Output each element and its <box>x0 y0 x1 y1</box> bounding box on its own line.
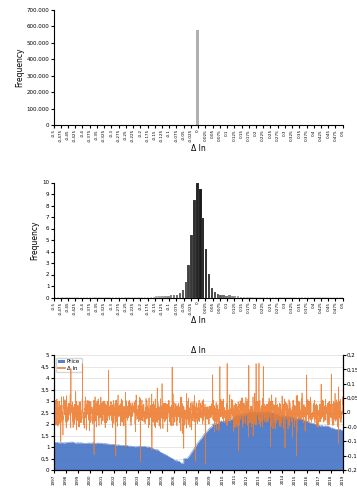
Bar <box>150 297 152 298</box>
Y-axis label: Frequency: Frequency <box>15 48 24 87</box>
Bar <box>213 292 216 298</box>
Bar <box>164 296 167 298</box>
Bar <box>234 296 236 298</box>
Bar <box>202 218 205 298</box>
Bar <box>190 236 193 298</box>
Bar <box>243 296 245 298</box>
Y-axis label: Frequency: Frequency <box>31 220 40 260</box>
Bar <box>228 296 231 298</box>
Bar <box>231 296 233 298</box>
Bar <box>170 295 172 298</box>
Bar <box>205 249 207 298</box>
Bar <box>220 295 222 298</box>
Bar <box>179 294 181 298</box>
Bar <box>237 296 239 298</box>
Bar <box>225 296 228 298</box>
Bar <box>159 296 161 298</box>
Bar <box>199 189 202 298</box>
Bar <box>156 296 158 298</box>
Bar <box>173 295 175 298</box>
X-axis label: Δ ln: Δ ln <box>191 144 206 153</box>
Bar <box>132 297 135 298</box>
Bar <box>216 294 219 298</box>
Bar <box>246 296 248 298</box>
Bar <box>263 297 266 298</box>
Bar <box>193 200 196 298</box>
Title: Δ ln: Δ ln <box>191 346 206 355</box>
Bar <box>182 290 184 298</box>
Bar <box>65 297 68 298</box>
Legend: Price, Δ ln: Price, Δ ln <box>56 358 82 372</box>
X-axis label: Δ ln: Δ ln <box>191 316 206 326</box>
Bar <box>141 297 144 298</box>
Bar <box>167 296 170 298</box>
Bar <box>196 182 198 298</box>
Bar <box>211 288 213 298</box>
Bar <box>240 296 242 298</box>
Bar <box>152 296 155 298</box>
Bar <box>187 264 190 298</box>
Bar <box>185 282 187 298</box>
Bar <box>196 30 199 125</box>
Bar <box>176 295 178 298</box>
Bar <box>161 296 164 298</box>
Bar <box>222 295 225 298</box>
Bar <box>208 274 210 297</box>
